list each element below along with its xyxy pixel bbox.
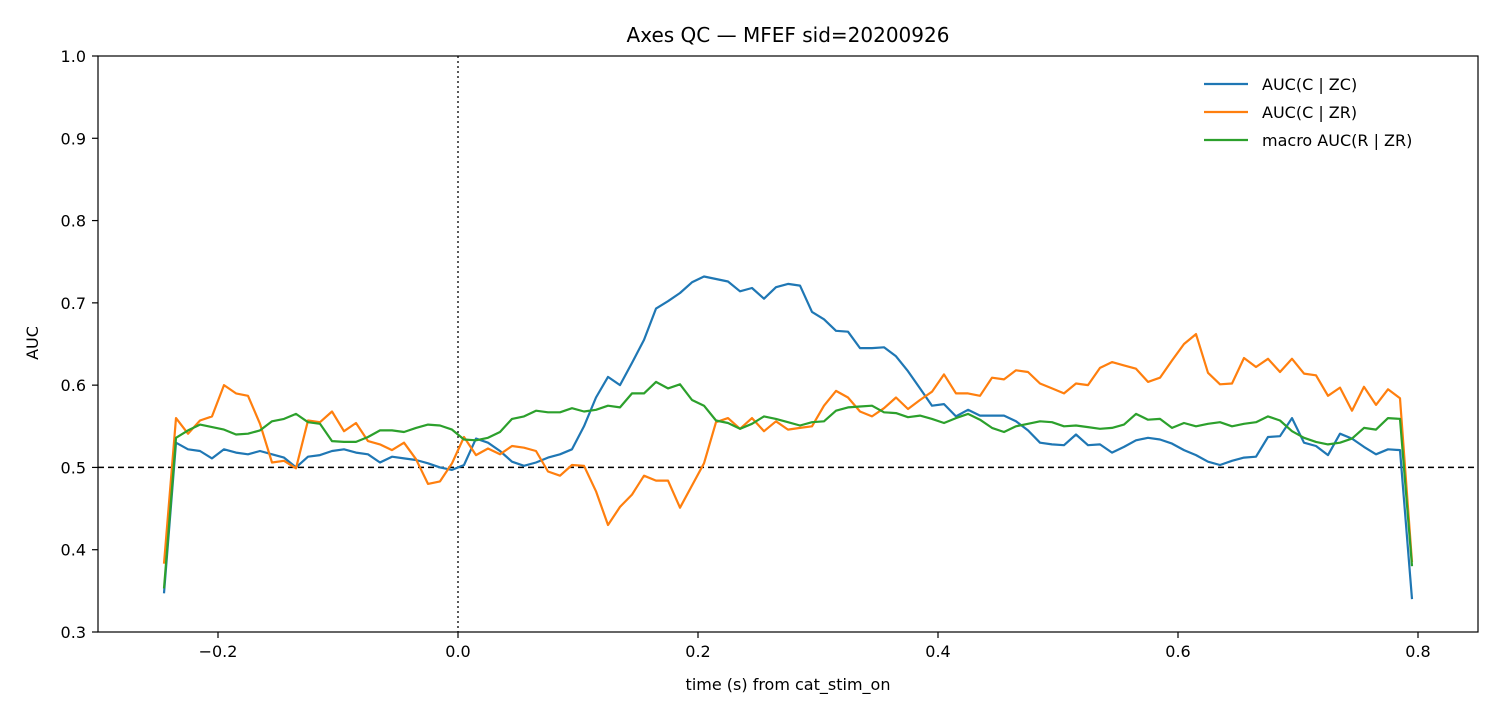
y-tick-label: 0.3 [61,623,86,642]
y-tick-label: 0.4 [61,541,86,560]
x-tick-label: −0.2 [199,642,238,661]
x-tick-label: 0.2 [685,642,710,661]
y-tick-label: 0.6 [61,376,86,395]
y-tick-label: 0.7 [61,294,86,313]
axes: −0.2 0.0 0.2 0.4 0.6 0.8 0.3 0.4 0.5 0.6 0.7 0.8 0.9… [61,47,1479,661]
legend-label-3: macro AUC(R | ZR) [1262,131,1412,150]
y-axis-label: AUC [23,326,42,360]
x-tick-label: 0.8 [1405,642,1430,661]
y-tick-label: 0.5 [61,458,86,477]
legend-label-2: AUC(C | ZR) [1262,103,1357,122]
x-tick-label: 0.4 [925,642,950,661]
y-tick-label: 0.8 [61,212,86,231]
x-axis-label: time (s) from cat_stim_on [686,675,891,695]
plot-area [98,56,1478,632]
series-line-1 [162,275,1414,600]
y-tick-label: 0.9 [61,129,86,148]
legend: AUC(C | ZC) AUC(C | ZR) macro AUC(R | ZR) [1204,75,1412,150]
plot-frame [97,55,1479,633]
legend-label-1: AUC(C | ZC) [1262,75,1357,94]
x-tick-label: 0.0 [445,642,470,661]
series-line-3 [162,380,1414,589]
series-line-2 [162,333,1414,564]
chart-title: Axes QC — MFEF sid=20200926 [627,23,950,47]
y-tick-label: 1.0 [61,47,86,66]
x-tick-label: 0.6 [1165,642,1190,661]
